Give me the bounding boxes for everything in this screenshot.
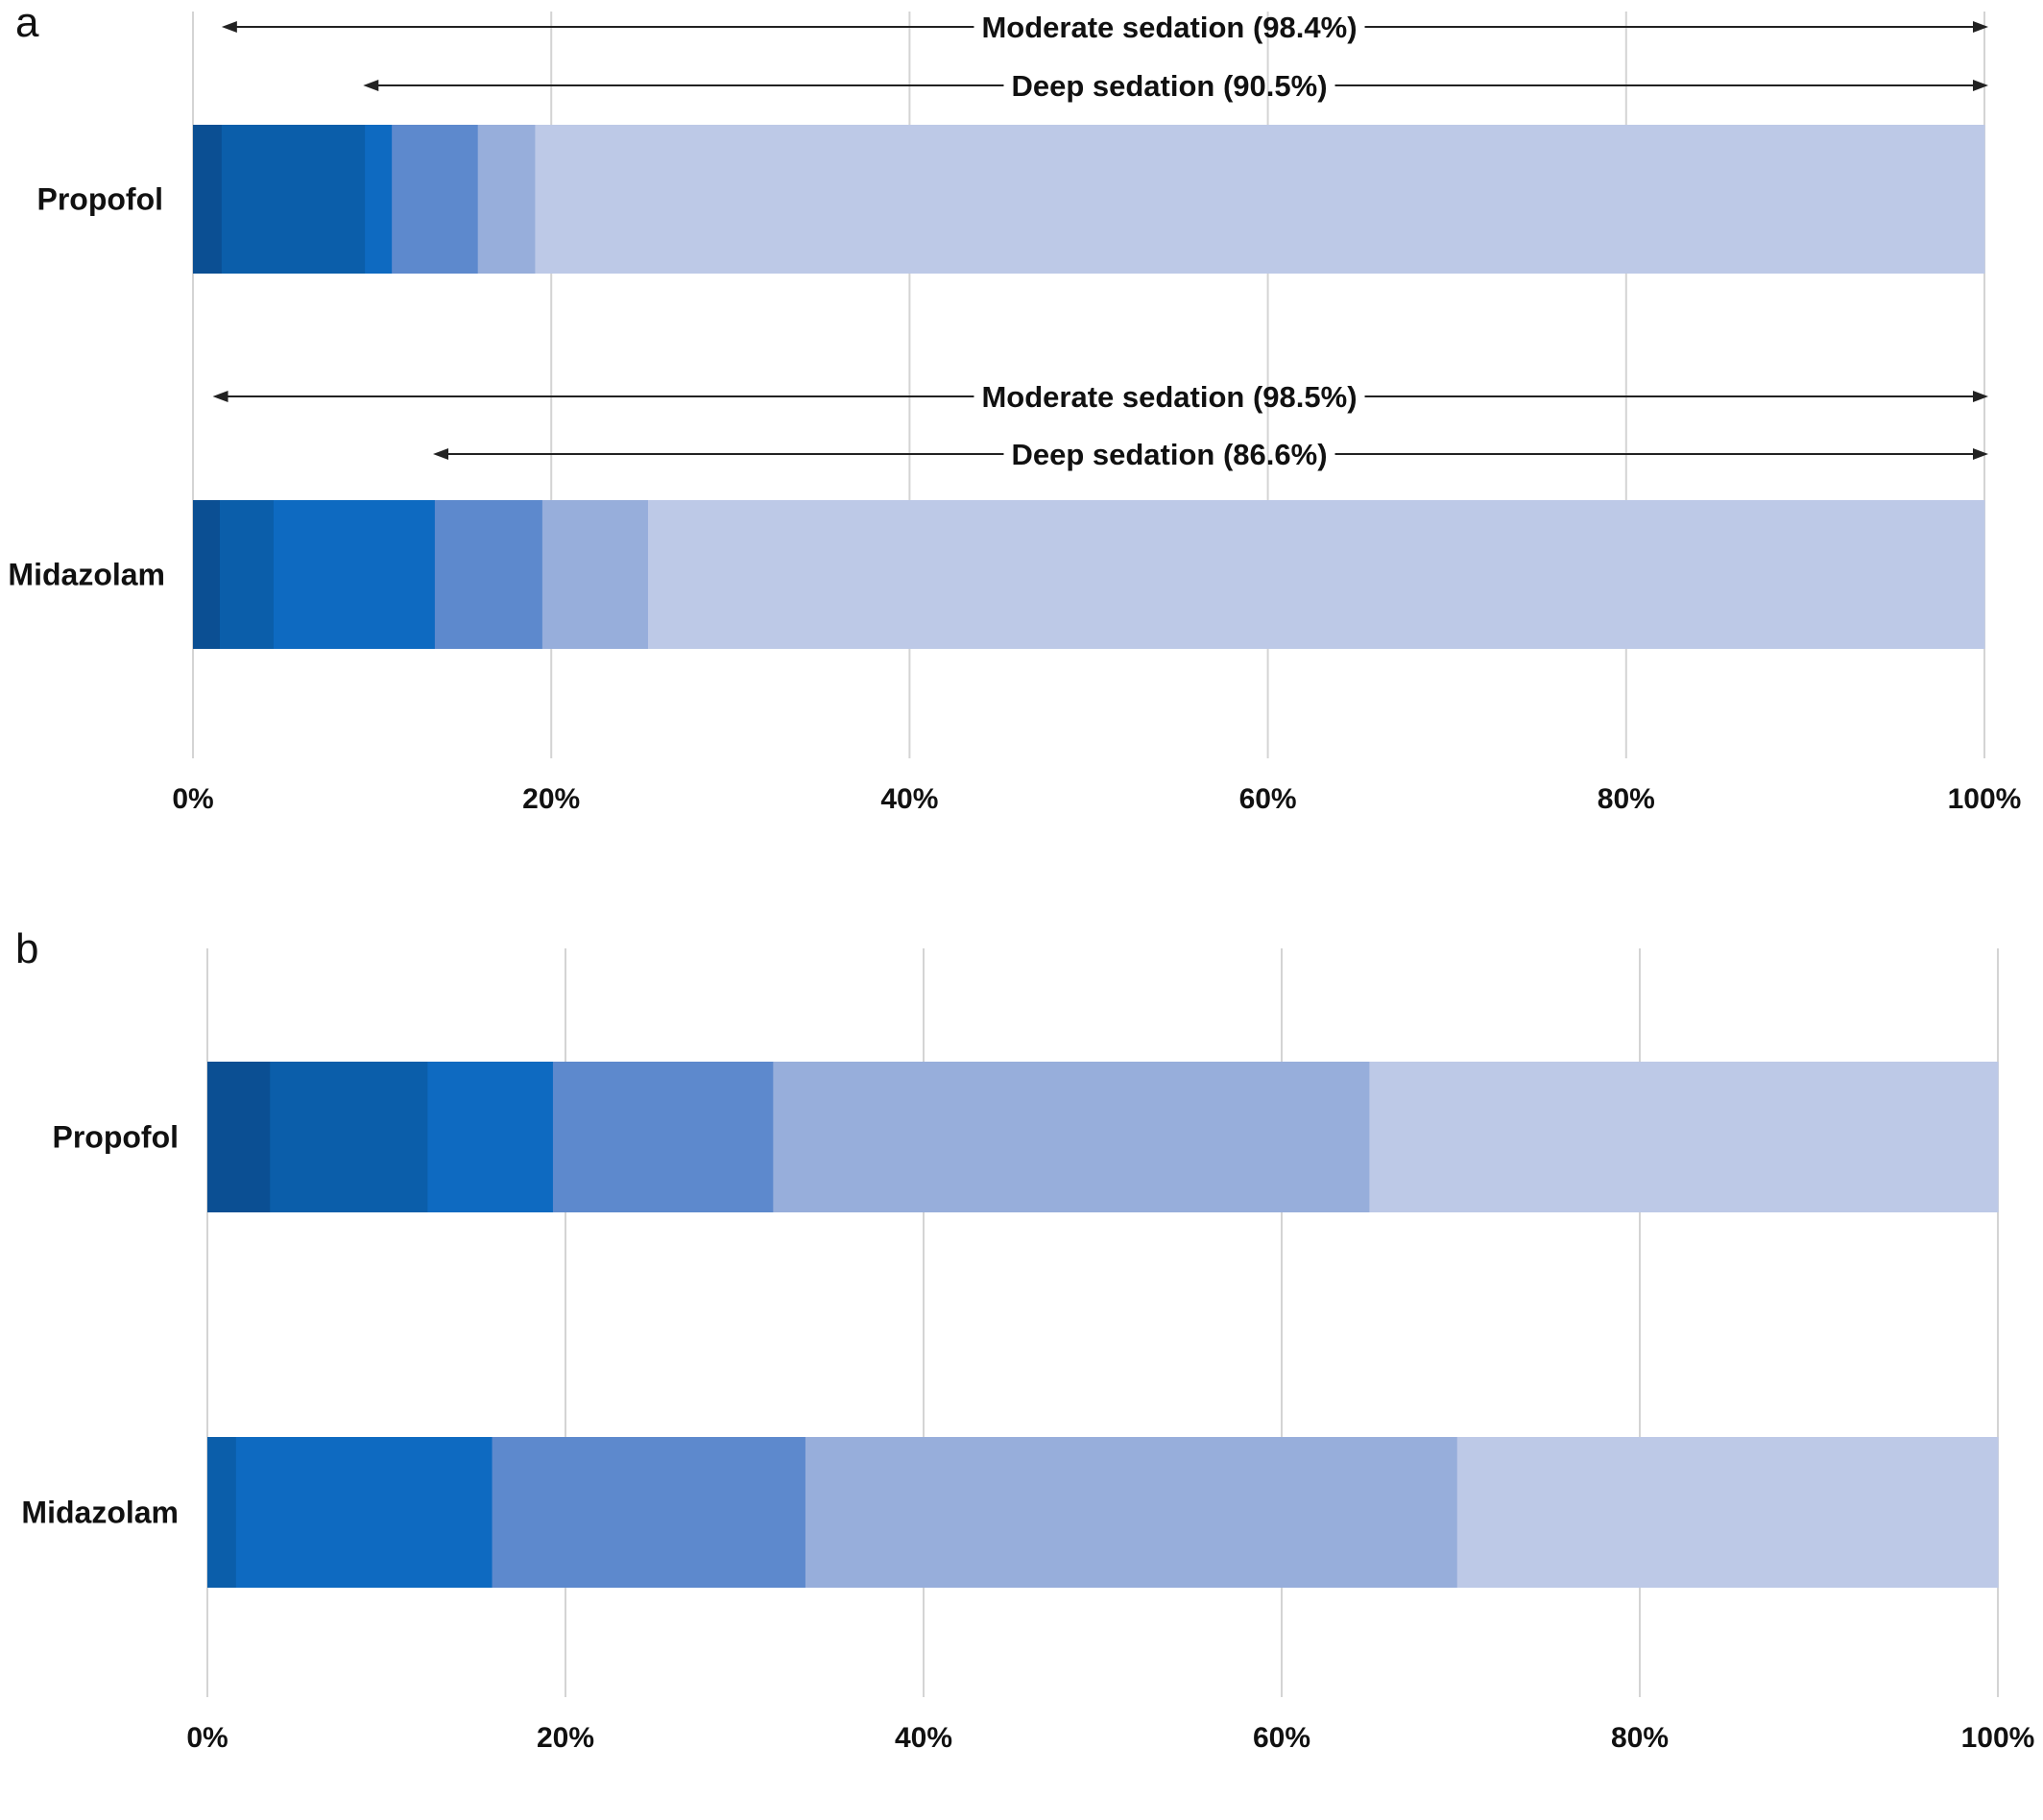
panel-b: b Propofol Midazolam 0% 20% 40% 60% 80% 100% bbox=[15, 925, 2034, 1754]
category-label: Midazolam bbox=[21, 1496, 179, 1530]
bar-segment bbox=[434, 500, 543, 649]
bar-segment bbox=[221, 125, 366, 274]
panel-letter-a: a bbox=[15, 0, 39, 46]
category-label: Propofol bbox=[36, 182, 163, 217]
x-tick-label: 20% bbox=[537, 1722, 594, 1754]
x-axis-ticks: 0% 20% 40% 60% 80% 100% bbox=[186, 1722, 2034, 1754]
panel-letter-b: b bbox=[15, 925, 38, 972]
annotation-label: Deep sedation (86.6%) bbox=[1011, 438, 1327, 471]
x-tick-label: 40% bbox=[895, 1722, 952, 1754]
annotation-label: Moderate sedation (98.4%) bbox=[981, 11, 1357, 44]
bar-segment bbox=[427, 1062, 554, 1212]
category-label: Midazolam bbox=[8, 558, 165, 592]
x-tick-label: 60% bbox=[1239, 783, 1297, 815]
bar-segment bbox=[273, 500, 436, 649]
x-tick-label: 20% bbox=[522, 783, 580, 815]
x-tick-label: 100% bbox=[1961, 1722, 2035, 1754]
bar-segment bbox=[392, 125, 479, 274]
bar-segment bbox=[193, 125, 223, 274]
bar-segment bbox=[647, 500, 1985, 649]
x-axis-ticks: 0% 20% 40% 60% 80% 100% bbox=[172, 783, 2021, 815]
bar-segment bbox=[773, 1062, 1370, 1212]
arrow-head-right-icon bbox=[1973, 80, 1988, 91]
bar-segment bbox=[1369, 1062, 1999, 1212]
bar-segment bbox=[552, 1062, 774, 1212]
bar-segment bbox=[541, 500, 649, 649]
bar-segment bbox=[1456, 1437, 1999, 1588]
bar-segment bbox=[535, 125, 1985, 274]
arrow-head-left-icon bbox=[363, 80, 379, 91]
bars bbox=[193, 125, 1985, 649]
arrow-head-right-icon bbox=[1973, 448, 1988, 460]
bar-segment bbox=[270, 1062, 428, 1212]
x-tick-label: 0% bbox=[172, 783, 213, 815]
bar-segment bbox=[477, 125, 536, 274]
bar-segment bbox=[805, 1437, 1458, 1588]
bar-segment bbox=[207, 1062, 271, 1212]
arrow-head-left-icon bbox=[221, 21, 237, 33]
arrow-head-left-icon bbox=[433, 448, 449, 460]
category-label: Propofol bbox=[52, 1120, 179, 1155]
x-tick-label: 60% bbox=[1253, 1722, 1310, 1754]
annotations: Moderate sedation (98.4%) Deep sedation (… bbox=[212, 11, 1988, 471]
x-tick-label: 0% bbox=[186, 1722, 228, 1754]
bars bbox=[207, 1062, 1999, 1588]
category-labels: Propofol Midazolam bbox=[21, 1120, 179, 1530]
bar-segment bbox=[365, 125, 393, 274]
category-labels: Propofol Midazolam bbox=[8, 182, 165, 592]
bar-segment bbox=[193, 500, 221, 649]
bar-segment bbox=[219, 500, 275, 649]
x-tick-label: 80% bbox=[1598, 783, 1655, 815]
x-tick-label: 100% bbox=[1948, 783, 2022, 815]
arrow-head-right-icon bbox=[1973, 21, 1988, 33]
annotation-label: Moderate sedation (98.5%) bbox=[981, 380, 1357, 414]
annotation-label: Deep sedation (90.5%) bbox=[1011, 69, 1327, 103]
x-tick-label: 40% bbox=[880, 783, 938, 815]
bar-segment bbox=[492, 1437, 806, 1588]
panel-a: a Moderate sedation (98.4%) Deep sedation… bbox=[8, 0, 2021, 815]
x-tick-label: 80% bbox=[1611, 1722, 1669, 1754]
bar-segment bbox=[207, 1437, 237, 1588]
bar-segment bbox=[235, 1437, 493, 1588]
arrow-head-left-icon bbox=[212, 391, 228, 402]
arrow-head-right-icon bbox=[1973, 391, 1988, 402]
